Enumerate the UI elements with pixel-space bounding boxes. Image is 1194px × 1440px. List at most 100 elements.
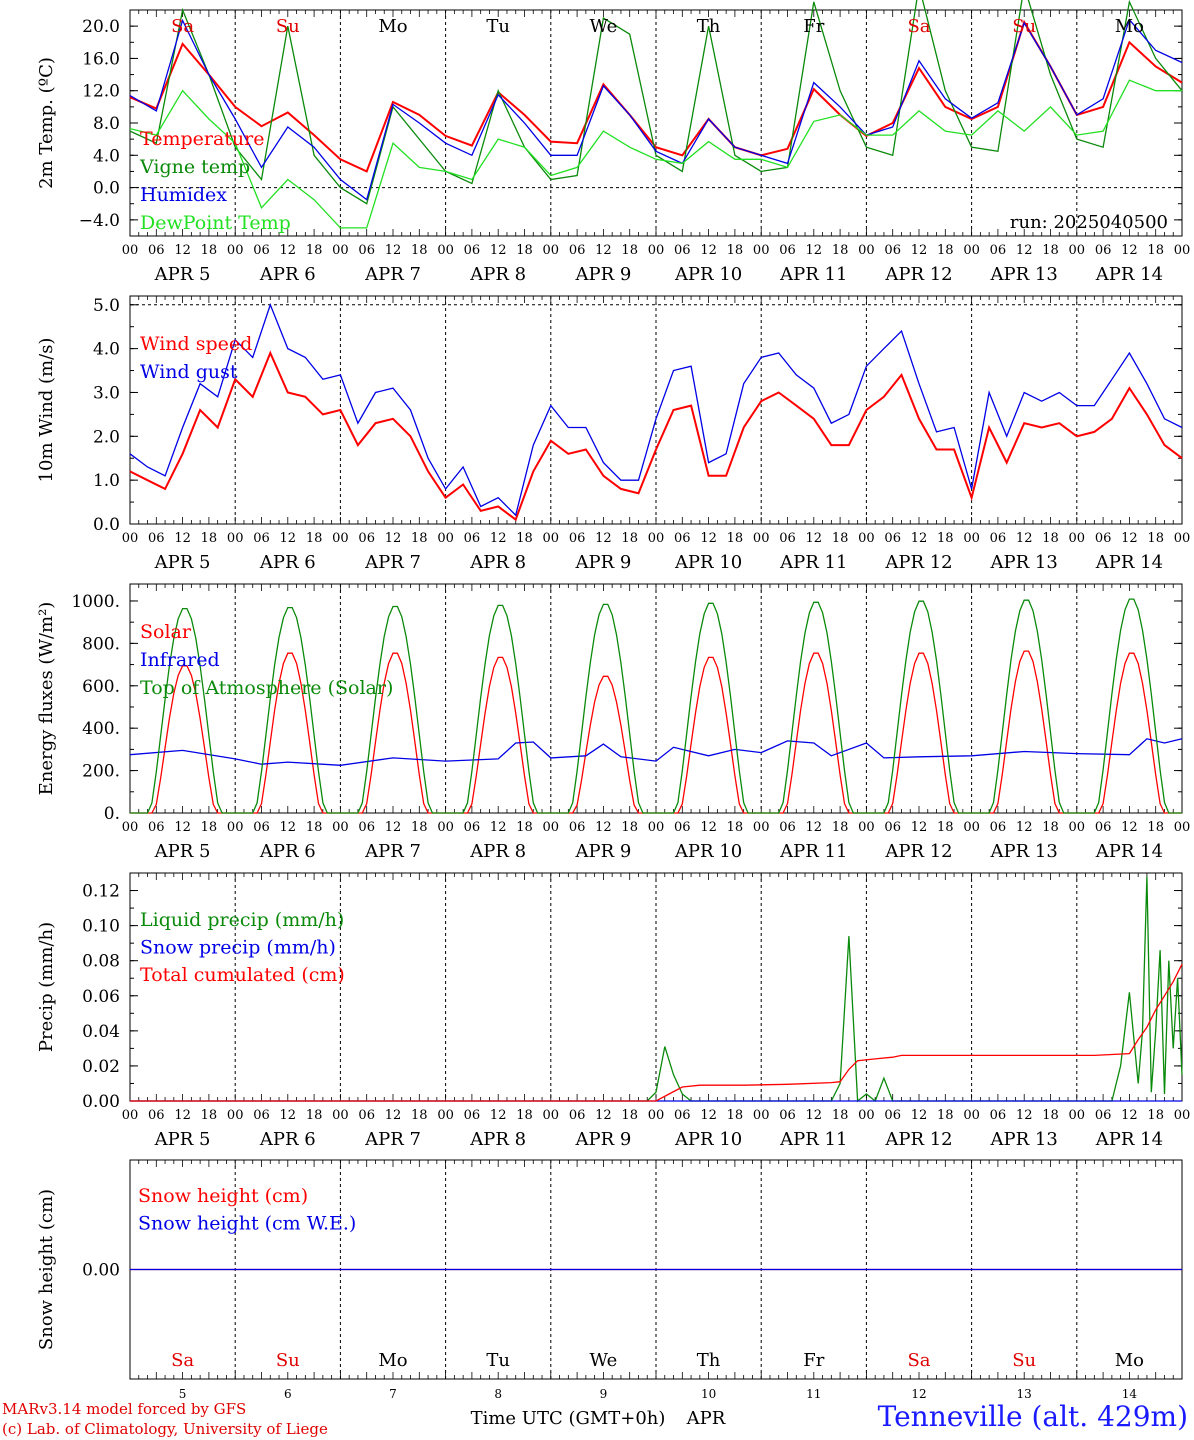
- series-line-wind-speed: [129, 350, 1183, 522]
- hour-tick-label: 06: [674, 1108, 691, 1123]
- date-label: APR 10: [674, 1129, 742, 1150]
- hour-tick-label: 00: [332, 531, 349, 546]
- lab-credit: (c) Lab. of Climatology, University of L…: [2, 1420, 328, 1438]
- series-line-humidex: [129, 18, 1183, 201]
- weekday-label: Mo: [378, 16, 407, 37]
- weekday-label: Su: [276, 16, 300, 37]
- hour-tick-label: 12: [595, 1108, 612, 1123]
- weekday-label: Fr: [803, 16, 824, 37]
- hour-tick-label: 18: [516, 243, 533, 258]
- hour-tick-label: 00: [437, 531, 454, 546]
- legend-entry: DewPoint Temp: [140, 212, 291, 234]
- hour-tick-label: 06: [464, 243, 481, 258]
- hour-tick-label: 18: [832, 1108, 849, 1123]
- hour-tick-label: 18: [411, 243, 428, 258]
- date-label: APR 12: [884, 1129, 952, 1150]
- date-label: APR 7: [364, 841, 421, 862]
- day-number-label: 12: [911, 1387, 926, 1401]
- model-credit: MARv3.14 model forced by GFS: [2, 1400, 247, 1418]
- date-label: APR 14: [1095, 264, 1163, 285]
- y-tick-label: 0.0: [93, 179, 120, 199]
- y-tick-label: 16.0: [82, 49, 120, 69]
- panel-2: [129, 295, 1183, 525]
- legend-entry: Wind gust: [140, 361, 238, 383]
- legend-entry: Snow height (cm W.E.): [138, 1213, 356, 1235]
- station-name: Tenneville (alt. 429m): [877, 1400, 1188, 1433]
- hour-tick-label: 00: [1069, 1108, 1086, 1123]
- hour-tick-label: 18: [937, 531, 954, 546]
- hour-tick-label: 18: [1042, 820, 1059, 835]
- weekday-label: Sa: [171, 16, 194, 37]
- hour-tick-label: 18: [306, 243, 323, 258]
- hour-tick-label: 06: [464, 531, 481, 546]
- date-label: APR 10: [674, 552, 742, 573]
- hour-tick-label: 00: [753, 820, 770, 835]
- date-label: APR 13: [990, 552, 1058, 573]
- hour-tick-label: 12: [1121, 531, 1138, 546]
- y-tick-label: 0.12: [82, 882, 120, 902]
- y-tick-label: 4.0: [93, 146, 120, 166]
- hour-tick-label: 18: [937, 243, 954, 258]
- date-label: APR 13: [990, 264, 1058, 285]
- hour-tick-label: 06: [464, 1108, 481, 1123]
- y-tick-label: 1000.: [71, 592, 120, 612]
- hour-tick-label: 06: [1095, 531, 1112, 546]
- legend-entry: Top of Atmosphere (Solar): [140, 677, 393, 699]
- hour-tick-label: 00: [858, 531, 875, 546]
- date-label: APR 9: [574, 841, 631, 862]
- y-tick-label: 8.0: [93, 114, 120, 134]
- hour-tick-label: 00: [122, 531, 139, 546]
- hour-tick-label: 06: [779, 1108, 796, 1123]
- y-axis-label: Snow height (cm): [36, 1189, 57, 1350]
- hour-tick-label: 00: [963, 1108, 980, 1123]
- hour-tick-label: 18: [1147, 820, 1164, 835]
- y-tick-label: 0.04: [82, 1022, 120, 1042]
- hour-tick-label: 12: [1121, 243, 1138, 258]
- legend-entry: Humidex: [140, 184, 227, 206]
- hour-tick-label: 12: [385, 820, 402, 835]
- y-tick-label: 0.00: [82, 1092, 120, 1112]
- hour-tick-label: 06: [569, 243, 586, 258]
- legend-entry: Vigne temp: [139, 156, 250, 178]
- hour-tick-label: 12: [490, 1108, 507, 1123]
- day-number-label: 14: [1122, 1387, 1138, 1401]
- hour-tick-label: 12: [174, 243, 191, 258]
- hour-tick-label: 00: [1174, 1108, 1191, 1123]
- date-label: APR 11: [779, 1129, 847, 1150]
- hour-tick-label: 18: [727, 820, 744, 835]
- y-tick-label: 1.0: [93, 471, 120, 491]
- weekday-label: Su: [276, 1350, 300, 1371]
- weekday-label: We: [590, 1350, 618, 1371]
- hour-tick-label: 12: [174, 820, 191, 835]
- hour-tick-label: 00: [963, 820, 980, 835]
- hour-tick-label: 06: [1095, 243, 1112, 258]
- date-label: APR 9: [574, 264, 631, 285]
- y-tick-label: 12.0: [82, 82, 120, 102]
- hour-tick-label: 18: [411, 531, 428, 546]
- hour-tick-label: 06: [569, 531, 586, 546]
- run-annotation: run: 2025040500: [1010, 212, 1168, 233]
- hour-tick-label: 00: [1069, 243, 1086, 258]
- y-tick-label: −4.0: [79, 211, 120, 231]
- hour-tick-label: 00: [963, 531, 980, 546]
- hour-tick-label: 12: [385, 1108, 402, 1123]
- hour-tick-label: 00: [753, 243, 770, 258]
- date-label: APR 13: [990, 841, 1058, 862]
- hour-tick-label: 06: [674, 820, 691, 835]
- hour-tick-label: 12: [911, 243, 928, 258]
- hour-tick-label: 00: [332, 820, 349, 835]
- day-number-label: 5: [179, 1387, 187, 1401]
- hour-tick-label: 00: [543, 243, 560, 258]
- hour-tick-label: 00: [648, 1108, 665, 1123]
- hour-tick-label: 18: [201, 1108, 218, 1123]
- hour-tick-label: 12: [806, 243, 823, 258]
- series-line-temperature: [129, 19, 1183, 173]
- date-label: APR 8: [469, 1129, 526, 1150]
- y-tick-label: 0.08: [82, 952, 120, 972]
- hour-tick-label: 06: [253, 531, 270, 546]
- hour-tick-label: 12: [806, 820, 823, 835]
- legend-entry: Solar: [140, 621, 192, 643]
- hour-tick-label: 12: [595, 531, 612, 546]
- date-label: APR 6: [259, 552, 316, 573]
- day-number-label: 7: [389, 1387, 397, 1401]
